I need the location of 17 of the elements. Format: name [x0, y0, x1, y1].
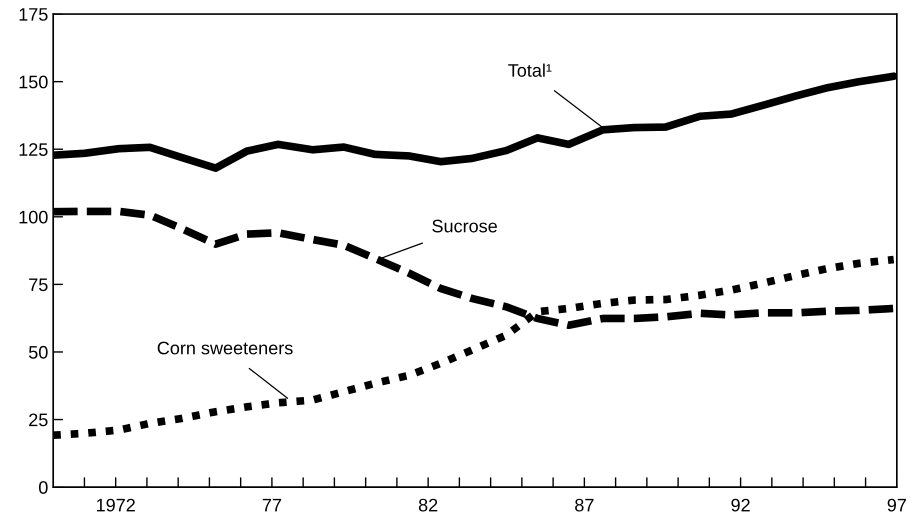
x-tick-label: 87	[575, 498, 594, 512]
y-tick-label: 175	[20, 8, 48, 21]
y-tick-label: 25	[29, 413, 48, 426]
annotation: Sucrose	[432, 220, 497, 232]
y-tick-label: 100	[20, 210, 48, 224]
y-tick-label: 150	[20, 76, 48, 88]
y-tick-label: 0	[38, 481, 48, 494]
y-tick-label: 75	[29, 278, 48, 292]
x-tick-label: 82	[418, 498, 438, 512]
annotation: Total¹	[508, 64, 552, 77]
x-tick-label: 1972	[96, 498, 135, 512]
y-tick-label: 50	[28, 346, 48, 359]
y-tick-label: 125	[20, 143, 48, 156]
annotation: Corn sweeteners	[158, 342, 293, 354]
x-tick-label: 77	[262, 498, 282, 512]
x-tick-label: 97	[888, 498, 906, 512]
x-tick-label: 92	[731, 498, 750, 512]
